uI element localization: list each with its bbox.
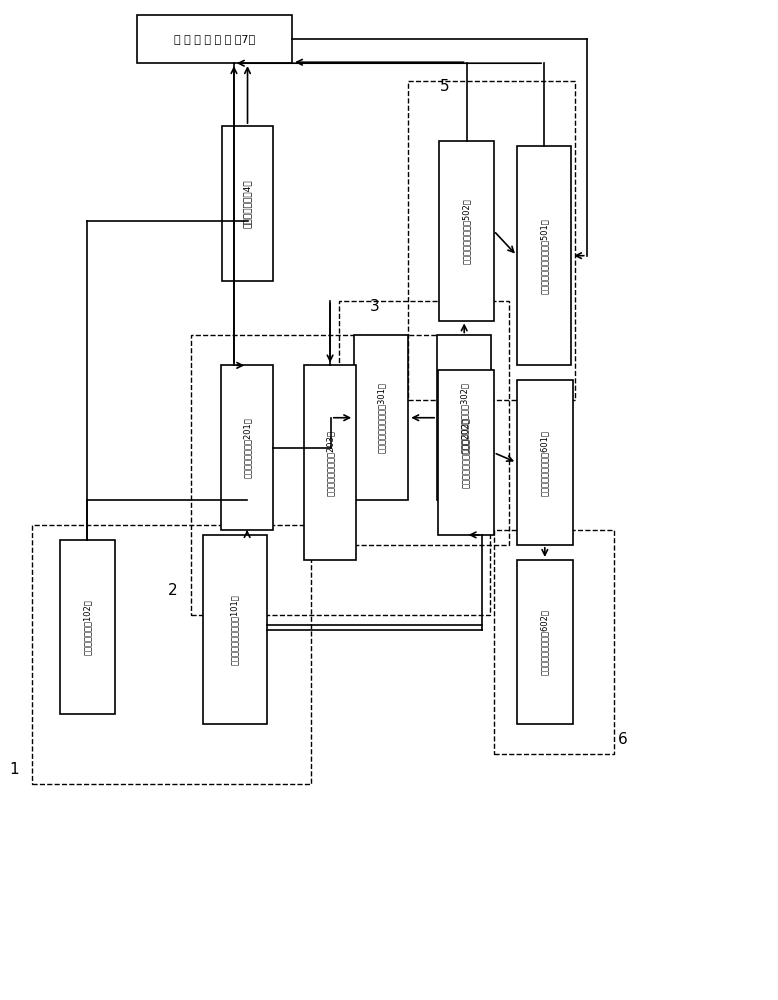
FancyBboxPatch shape [203,535,267,724]
FancyBboxPatch shape [303,365,356,560]
FancyBboxPatch shape [517,146,571,365]
Text: 整 整 制 制 整 系 〈7〉: 整 整 制 制 整 系 〈7〉 [174,34,255,44]
FancyBboxPatch shape [517,380,573,545]
FancyBboxPatch shape [354,335,408,500]
FancyBboxPatch shape [60,540,115,714]
Text: 5: 5 [440,79,449,94]
Text: 高频发射模块（102）: 高频发射模块（102） [83,599,92,655]
Text: 第一近场感应器模块（101）: 第一近场感应器模块（101） [230,594,239,665]
Text: 车辆启动控键显示模块（501）: 车辆启动控键显示模块（501） [540,218,548,294]
FancyBboxPatch shape [437,335,492,500]
Text: 3: 3 [370,299,380,314]
Text: 车辆启动控键模块（502）: 车辆启动控键模块（502） [462,198,471,264]
FancyBboxPatch shape [221,365,274,530]
Text: 组合仪表显示模块（602）: 组合仪表显示模块（602） [540,609,549,675]
FancyBboxPatch shape [440,141,494,320]
Text: 6: 6 [618,732,627,747]
FancyBboxPatch shape [223,126,273,281]
Text: 第二近场感应器模块（202）: 第二近场感应器模块（202） [461,417,470,488]
FancyBboxPatch shape [438,370,494,535]
FancyBboxPatch shape [137,15,292,63]
Text: 高频接收器模块（201）: 高频接收器模块（201） [243,417,251,478]
Text: 发动机启动电路模块（301）: 发动机启动电路模块（301） [377,382,386,453]
Text: 2: 2 [168,583,177,598]
Text: 档位输出控制电路（203）: 档位输出控制电路（203） [325,430,335,496]
Text: 组合仪表电路模块（601）: 组合仪表电路模块（601） [540,430,549,496]
Text: 发动机启动控键模块（302）: 发动机启动控键模块（302） [460,382,468,453]
Text: 门锁检测模块（4）: 门锁检测模块（4） [243,179,252,228]
Text: 1: 1 [9,762,19,777]
FancyBboxPatch shape [517,560,573,724]
